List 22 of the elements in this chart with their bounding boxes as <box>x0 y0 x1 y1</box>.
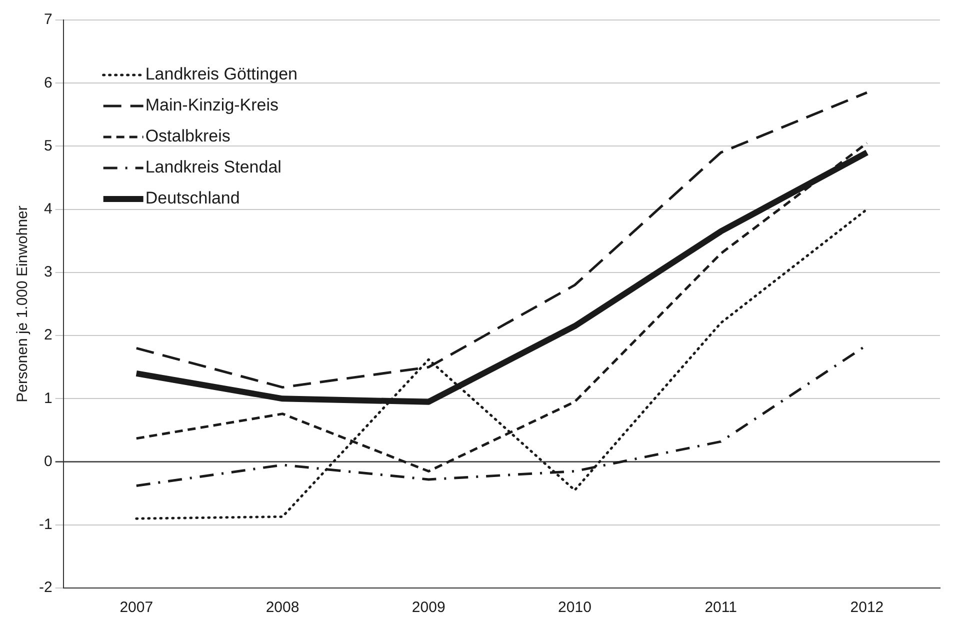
y-tick-label: 2 <box>44 326 52 344</box>
x-tick-label: 2007 <box>120 599 154 616</box>
x-tick-label: 2008 <box>266 599 300 616</box>
y-tick-label: -2 <box>38 579 52 596</box>
x-tick-label: 2011 <box>704 599 737 616</box>
y-tick-label: -1 <box>38 516 52 534</box>
x-tick-label: 2009 <box>412 599 446 616</box>
legend-label: Deutschland <box>145 188 240 208</box>
y-tick-label: 5 <box>44 137 52 154</box>
y-tick-label: 3 <box>44 264 52 281</box>
y-tick-label: 6 <box>44 74 52 92</box>
legend-label: Landkreis Göttingen <box>145 64 298 84</box>
legend-label: Landkreis Stendal <box>145 158 282 177</box>
legend-label: Ostalbkreis <box>145 126 230 146</box>
y-tick-label: 7 <box>44 11 52 28</box>
legend-label: Main-Kinzig-Kreis <box>145 96 279 115</box>
x-tick-label: 2012 <box>850 599 884 616</box>
y-tick-label: 1 <box>44 390 52 407</box>
y-tick-label: 4 <box>44 200 52 218</box>
y-axis-title: Personen je 1.000 Einwohner <box>14 206 32 402</box>
x-tick-label: 2010 <box>558 599 592 616</box>
y-tick-label: 0 <box>44 452 52 470</box>
